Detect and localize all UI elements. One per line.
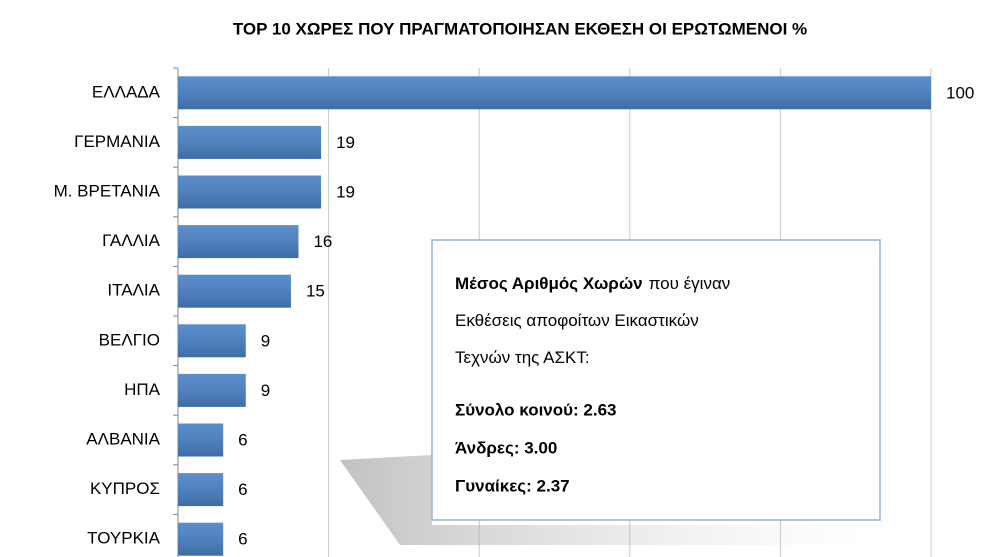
annotation-box	[431, 239, 881, 521]
bar	[178, 324, 246, 358]
box-shadow	[340, 455, 860, 545]
annotation-stat: Γυναίκες: 2.37	[455, 476, 570, 495]
value-label: 15	[306, 282, 325, 301]
value-label: 19	[336, 182, 355, 201]
category-label: ΗΠΑ	[124, 380, 161, 399]
bar	[178, 175, 322, 209]
annotation-line: Εκθέσεις αποφοίτων Εικαστικών	[455, 311, 699, 330]
bar	[178, 373, 246, 407]
bar	[178, 522, 224, 556]
category-label: ΚΥΠΡΟΣ	[90, 479, 160, 498]
category-label: ΙΤΑΛΙΑ	[107, 281, 160, 300]
value-label: 6	[238, 530, 247, 549]
chart-title: TOP 10 ΧΩΡΕΣ ΠΟΥ ΠΡΑΓΜΑΤΟΠΟΙΗΣΑΝ ΕΚΘΕΣΗ …	[233, 19, 807, 38]
value-label: 16	[313, 232, 332, 251]
bar	[178, 423, 224, 457]
annotation-line: που έγιναν	[649, 274, 731, 293]
value-label: 6	[238, 480, 247, 499]
annotation-bold: Μέσος Αριθμός Χωρών	[455, 274, 643, 293]
category-label: ΕΛΛΑΔΑ	[92, 82, 161, 101]
category-label: ΓΕΡΜΑΝΙΑ	[74, 132, 161, 151]
category-label: ΒΕΛΓΙΟ	[99, 330, 160, 349]
bar	[178, 76, 931, 110]
annotation-stat: Άνδρες: 3.00	[455, 438, 557, 457]
bar	[178, 473, 224, 507]
value-label: 9	[261, 381, 270, 400]
bar	[178, 274, 291, 308]
category-label: ΑΛΒΑΝΙΑ	[86, 429, 160, 448]
bar	[178, 125, 322, 159]
value-label: 19	[336, 133, 355, 152]
value-label: 100	[946, 83, 974, 102]
annotation-line: Τεχνών της ΑΣΚΤ:	[455, 348, 590, 367]
value-label: 6	[238, 430, 247, 449]
annotation-intro: Μέσος Αριθμός Χωρών που έγιναν Εκθέσεις απ…	[455, 274, 730, 367]
bar	[178, 225, 299, 259]
category-label: Μ. ΒΡΕΤΑΝΙΑ	[54, 181, 161, 200]
category-label: ΤΟΥΡΚΙΑ	[87, 529, 160, 548]
category-label: ΓΑΛΛΙΑ	[102, 231, 161, 250]
value-label: 9	[261, 331, 270, 350]
annotation-stat: Σύνολο κοινού: 2.63	[455, 400, 617, 419]
